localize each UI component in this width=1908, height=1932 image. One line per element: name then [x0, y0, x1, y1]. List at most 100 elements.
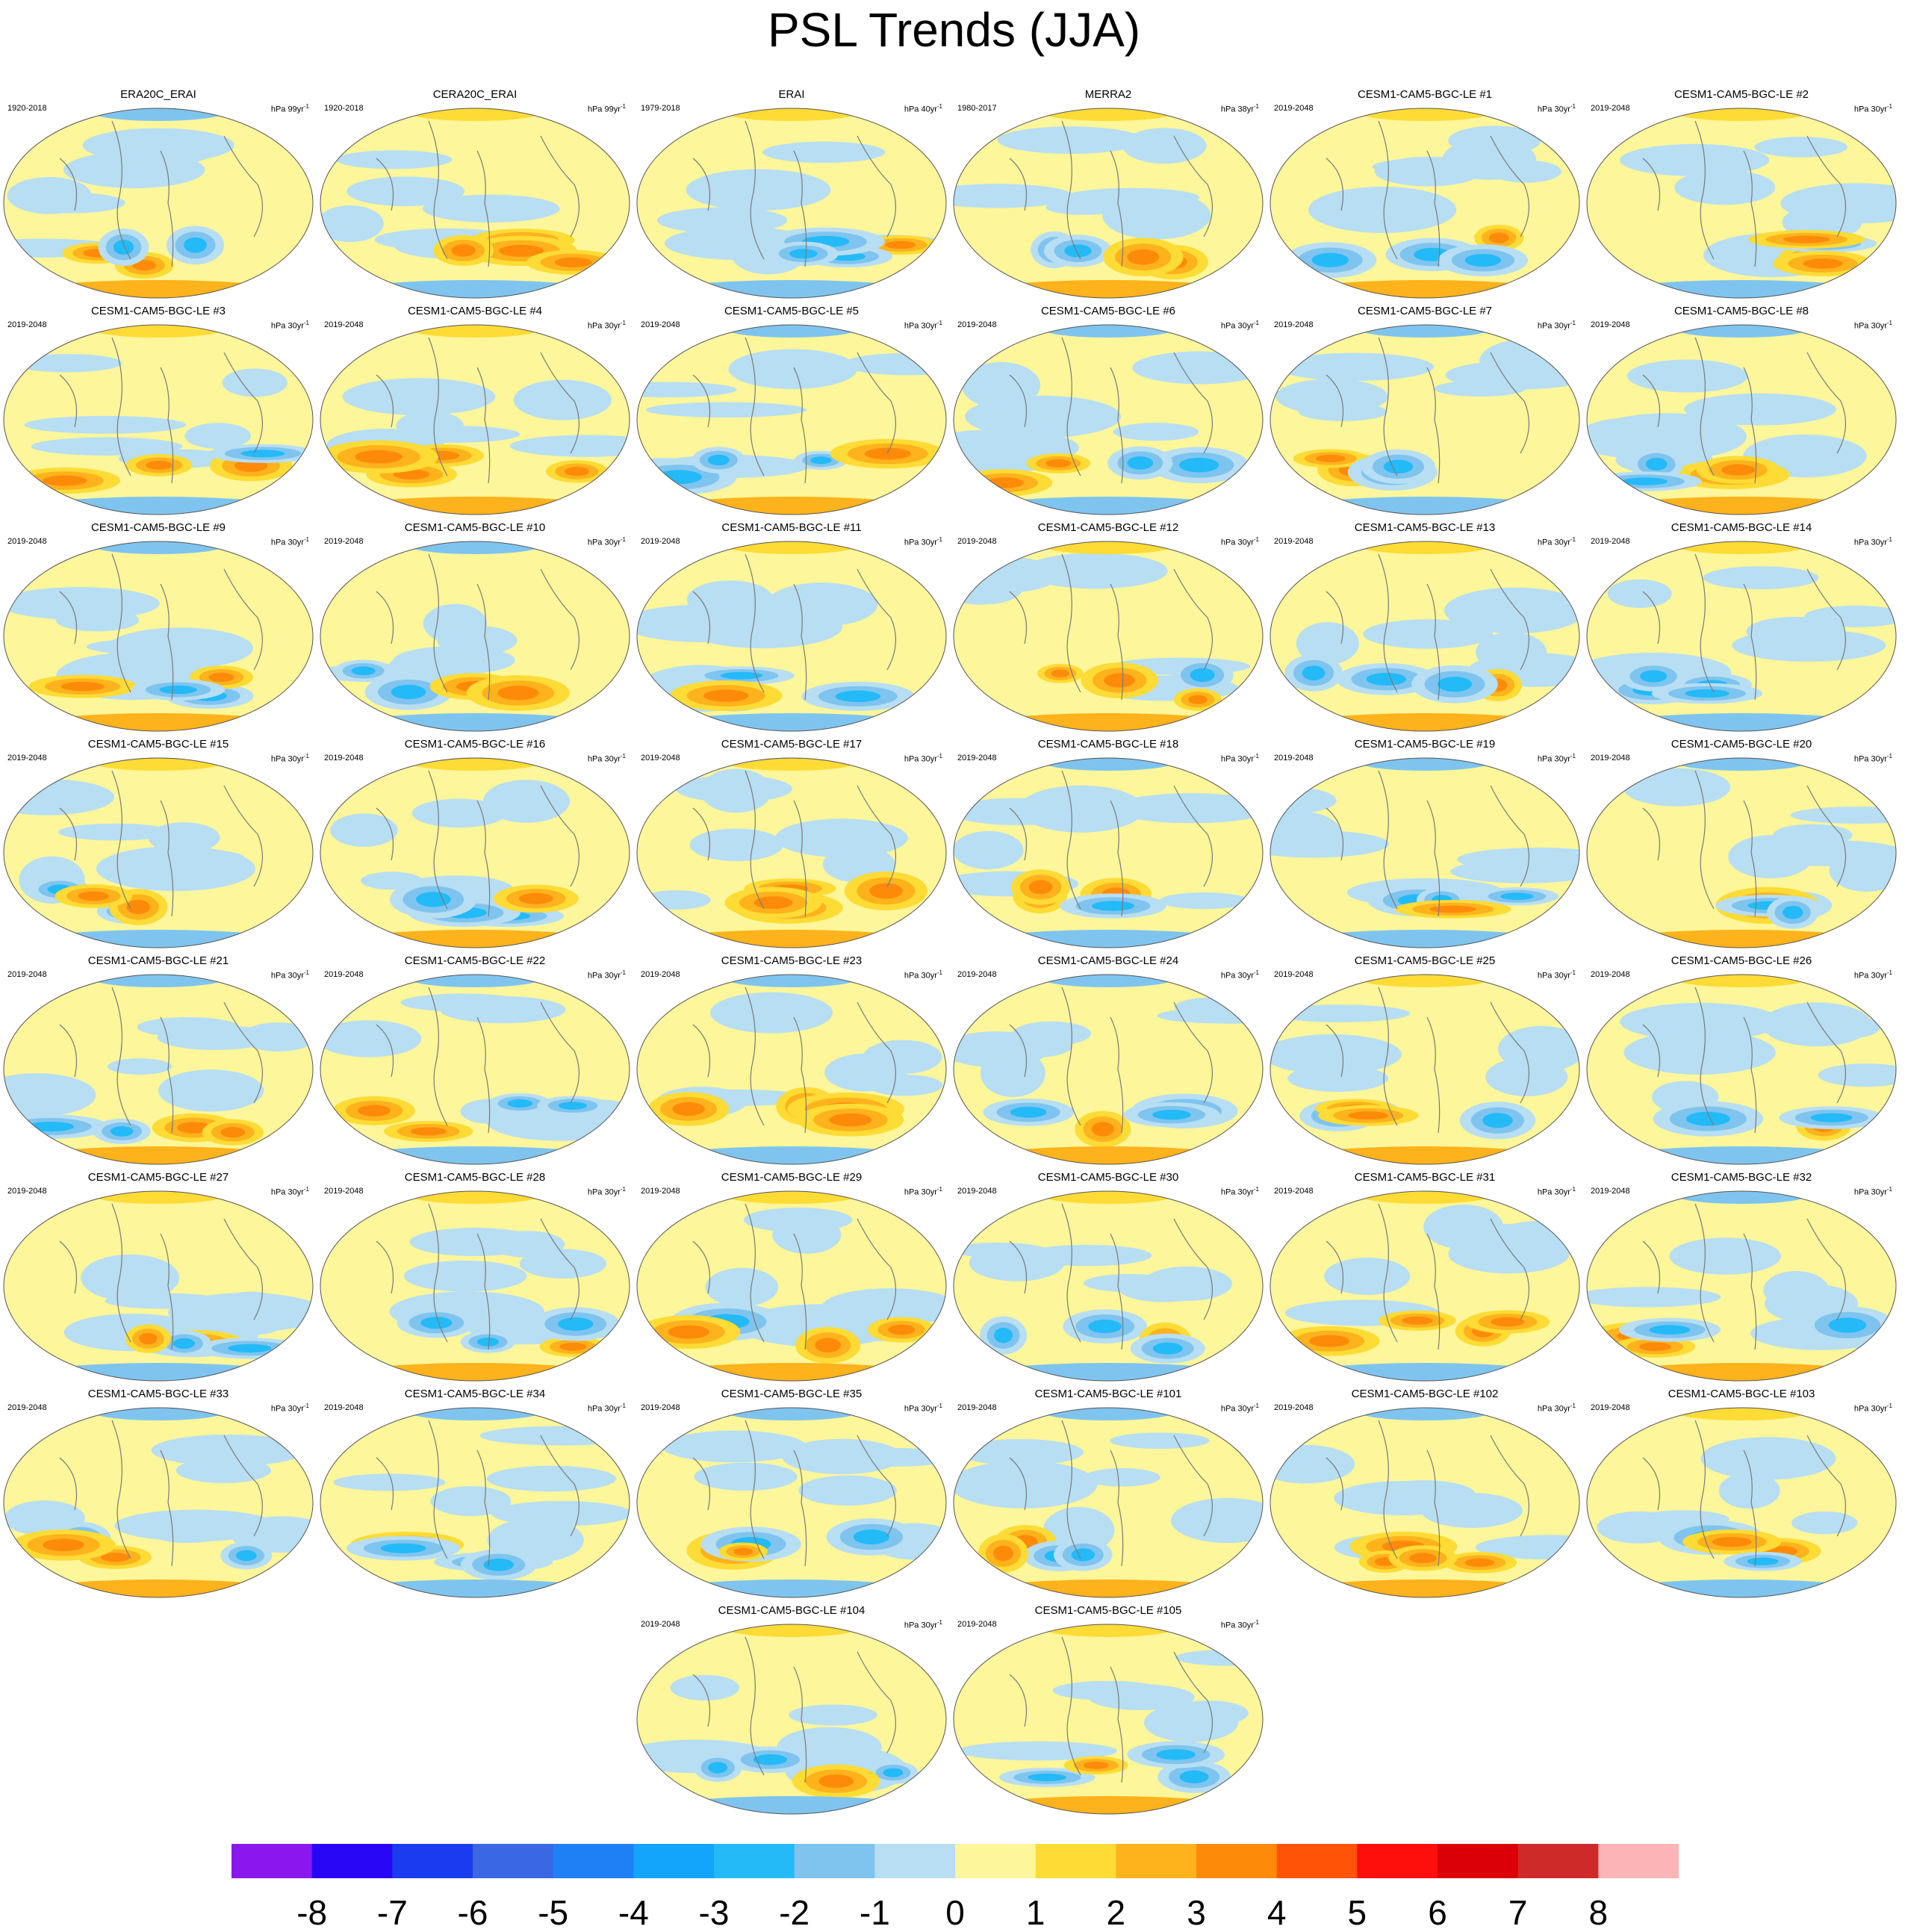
- panel-period: 2019-2048: [1591, 1187, 1630, 1196]
- figure-title: PSL Trends (JJA): [767, 3, 1141, 57]
- panel-period: 2019-2048: [7, 1403, 47, 1412]
- panel-units: hPa 30yr-1: [1220, 969, 1259, 981]
- panel-period: 2019-2048: [957, 1403, 997, 1412]
- map-field: [636, 1624, 947, 1815]
- panel-period: 2019-2048: [7, 754, 47, 762]
- panel-title: CESM1-CAM5-BGC-LE #5: [724, 305, 860, 317]
- coastline: [1326, 553, 1530, 701]
- map-field: [953, 108, 1264, 299]
- colorbar-tick-label: -5: [538, 1893, 569, 1932]
- map-panel: CESM1-CAM5-BGC-LE #101 2019-2048 hPa 30yr-…: [950, 1388, 1267, 1600]
- panel-period: 2019-2048: [7, 320, 47, 329]
- panel-units: hPa 30yr-1: [1853, 753, 1892, 764]
- coastline: [1009, 770, 1214, 917]
- colorbar-tick-label: -2: [779, 1893, 810, 1932]
- panel-title: MERRA2: [1084, 88, 1132, 101]
- map-field: [1270, 1407, 1580, 1598]
- colorbar-box: [1276, 1844, 1358, 1878]
- map-field: [320, 1190, 630, 1382]
- coastline: [59, 553, 264, 701]
- map-panel: ERA20C_ERAI 1920-2018 hPa 99yr-1: [0, 88, 317, 301]
- panel-period: 2019-2048: [957, 320, 997, 329]
- map-panel: CESM1-CAM5-BGC-LE #14 2019-2048 hPa 30yr-1: [1583, 521, 1900, 734]
- panel-units: hPa 30yr-1: [1537, 1403, 1576, 1414]
- map-field: [636, 541, 947, 732]
- panel-units: hPa 30yr-1: [270, 536, 309, 547]
- panel-title: ERA20C_ERAI: [120, 88, 196, 101]
- panel-units: hPa 30yr-1: [1853, 969, 1892, 981]
- coastline: [1009, 337, 1214, 484]
- colorbar-tick-label: -1: [859, 1893, 890, 1932]
- panel-title: CESM1-CAM5-BGC-LE #103: [1668, 1388, 1815, 1400]
- panel-units: hPa 30yr-1: [1537, 969, 1576, 981]
- coastline: [1642, 1420, 1847, 1567]
- map-panel: CESM1-CAM5-BGC-LE #104 2019-2048 hPa 30yr-…: [633, 1604, 950, 1817]
- map-field: [1586, 541, 1897, 732]
- map-field: [1270, 541, 1580, 732]
- panel-period: 2019-2048: [1274, 1403, 1314, 1412]
- map-field: [636, 1190, 947, 1382]
- coastline: [59, 1203, 264, 1350]
- colorbar-box: [955, 1844, 1037, 1878]
- map-field: [636, 974, 947, 1165]
- panel-units: hPa 30yr-1: [1853, 103, 1892, 114]
- panel-units: hPa 30yr-1: [587, 320, 626, 331]
- map-panel: CESM1-CAM5-BGC-LE #22 2019-2048 hPa 30yr-1: [317, 954, 633, 1167]
- coastline: [59, 987, 264, 1134]
- panel-title: CESM1-CAM5-BGC-LE #23: [721, 954, 863, 967]
- coastline: [692, 337, 897, 484]
- panel-title: CERA20C_ERAI: [432, 88, 518, 101]
- colorbar-box: [1116, 1844, 1197, 1878]
- map-panel: CESM1-CAM5-BGC-LE #30 2019-2048 hPa 30yr-1: [950, 1171, 1267, 1384]
- panel-units: hPa 99yr-1: [587, 103, 626, 114]
- coastline: [1642, 553, 1847, 701]
- panel-units: hPa 30yr-1: [1220, 320, 1259, 331]
- panel-units: hPa 30yr-1: [904, 1186, 942, 1197]
- panel-units: hPa 99yr-1: [270, 103, 309, 114]
- panel-period: 2019-2048: [641, 537, 680, 546]
- panel-title: CESM1-CAM5-BGC-LE #26: [1671, 954, 1812, 967]
- map-field: [3, 757, 314, 948]
- coastline: [1009, 120, 1214, 267]
- panel-units: hPa 30yr-1: [904, 320, 942, 331]
- panel-units: hPa 30yr-1: [270, 1403, 309, 1414]
- map-panel: CESM1-CAM5-BGC-LE #12 2019-2048 hPa 30yr-1: [950, 521, 1267, 734]
- map-field: [320, 108, 630, 299]
- panel-title: CESM1-CAM5-BGC-LE #35: [721, 1388, 863, 1400]
- colorbar-tick-label: -4: [618, 1893, 649, 1932]
- colorbar-box: [794, 1844, 875, 1878]
- coastline: [1009, 1420, 1214, 1567]
- panel-period: 2019-2048: [1274, 754, 1314, 762]
- map-panel: CESM1-CAM5-BGC-LE #31 2019-2048 hPa 30yr-1: [1267, 1171, 1583, 1384]
- panel-title: CESM1-CAM5-BGC-LE #34: [404, 1388, 546, 1400]
- panel-title: CESM1-CAM5-BGC-LE #104: [718, 1604, 866, 1617]
- panel-title: CESM1-CAM5-BGC-LE #13: [1354, 521, 1496, 534]
- panel-units: hPa 30yr-1: [1220, 1619, 1259, 1630]
- coastline: [1326, 1203, 1530, 1350]
- map-field: [320, 974, 630, 1165]
- coastline: [692, 553, 897, 701]
- map-panel: CESM1-CAM5-BGC-LE #19 2019-2048 hPa 30yr-1: [1267, 738, 1583, 951]
- panel-period: 2019-2048: [7, 1187, 47, 1196]
- colorbar-box: [1357, 1844, 1438, 1878]
- panel-title: CESM1-CAM5-BGC-LE #32: [1671, 1171, 1812, 1184]
- map-panel: ERAI 1979-2018 hPa 40yr-1: [633, 88, 950, 301]
- panel-title: ERAI: [778, 88, 805, 101]
- panel-title: CESM1-CAM5-BGC-LE #22: [404, 954, 546, 967]
- map-panel: CESM1-CAM5-BGC-LE #4 2019-2048 hPa 30yr-1: [317, 305, 633, 518]
- panel-units: hPa 30yr-1: [270, 1186, 309, 1197]
- map-field: [953, 541, 1264, 732]
- map-panel: CESM1-CAM5-BGC-LE #35 2019-2048 hPa 30yr-1: [633, 1388, 950, 1600]
- panel-title: CESM1-CAM5-BGC-LE #1: [1357, 88, 1493, 101]
- map-field: [3, 1190, 314, 1382]
- colorbar-box: [392, 1844, 473, 1878]
- map-panel: CESM1-CAM5-BGC-LE #1 2019-2048 hPa 30yr-1: [1267, 88, 1583, 301]
- colorbar-box: [1035, 1844, 1116, 1878]
- colorbar-box: [1438, 1844, 1519, 1878]
- map-panel: CESM1-CAM5-BGC-LE #28 2019-2048 hPa 30yr-1: [317, 1171, 633, 1384]
- map-field: [636, 757, 947, 948]
- colorbar-box: [1517, 1844, 1599, 1878]
- panel-units: hPa 30yr-1: [1853, 320, 1892, 331]
- map-panel: CESM1-CAM5-BGC-LE #32 2019-2048 hPa 30yr-1: [1583, 1171, 1900, 1384]
- panel-period: 2019-2048: [324, 754, 364, 762]
